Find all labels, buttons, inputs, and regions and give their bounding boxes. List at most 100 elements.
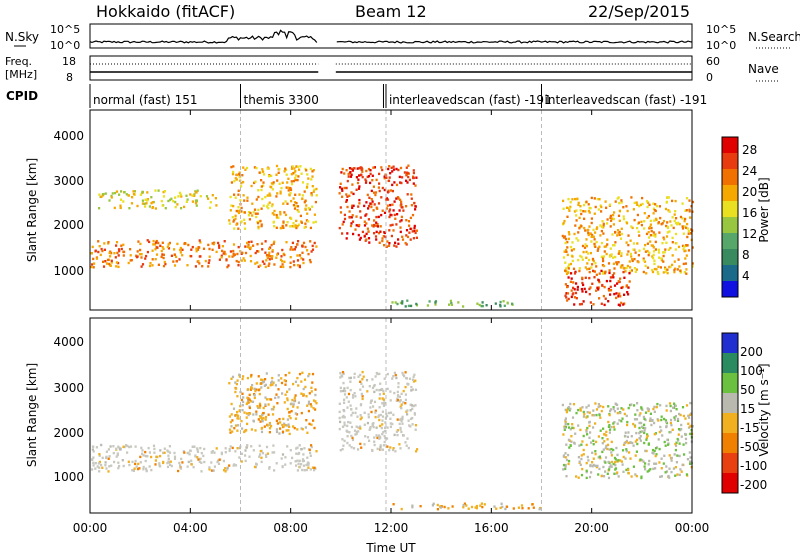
heatmap-cell	[590, 266, 593, 269]
heatmap-cell	[288, 371, 291, 375]
heatmap-cell	[404, 241, 407, 245]
heatmap-cell	[370, 189, 373, 193]
heatmap-cell	[405, 243, 408, 246]
heatmap-cell	[571, 259, 574, 263]
heatmap-cell	[562, 454, 565, 457]
heatmap-cell	[393, 200, 396, 203]
heatmap-cell	[612, 462, 615, 466]
heatmap-cell	[346, 179, 349, 183]
heatmap-cell	[643, 441, 646, 445]
heatmap-cell	[392, 165, 395, 168]
heatmap-cell	[613, 421, 616, 424]
heatmap-cell	[354, 411, 357, 415]
heatmap-cell	[287, 189, 290, 192]
heatmap-cell	[673, 213, 676, 216]
heatmap-cell	[103, 242, 106, 245]
heatmap-cell	[611, 233, 614, 236]
heatmap-cell	[259, 219, 262, 223]
heatmap-cell	[126, 444, 129, 448]
heatmap-cell	[643, 260, 647, 263]
heatmap-cell	[381, 423, 384, 426]
heatmap-cell	[375, 215, 378, 219]
heatmap-cell	[213, 451, 216, 454]
heatmap-cell	[373, 440, 376, 443]
heatmap-cell	[246, 401, 249, 405]
heatmap-cell	[172, 260, 175, 263]
heatmap-cell	[610, 451, 613, 454]
heatmap-cell	[380, 196, 383, 199]
heatmap-cell	[564, 261, 567, 264]
heatmap-cell	[277, 216, 280, 219]
heatmap-cell	[309, 454, 312, 457]
heatmap-cell	[566, 253, 569, 257]
heatmap-cell	[268, 467, 271, 470]
heatmap-cell	[255, 382, 258, 385]
heatmap-cell	[152, 243, 155, 246]
heatmap-cell	[342, 220, 345, 224]
heatmap-cell	[128, 207, 131, 210]
heatmap-cell	[588, 206, 591, 210]
heatmap-cell	[197, 458, 200, 461]
heatmap-cell	[166, 245, 169, 249]
heatmap-cell	[436, 503, 439, 507]
heatmap-cell	[602, 405, 605, 409]
heatmap-cell	[375, 434, 378, 437]
heatmap-cell	[367, 416, 370, 419]
heatmap-cell	[288, 193, 291, 196]
heatmap-cell	[689, 425, 692, 428]
heatmap-cell	[345, 429, 348, 432]
power-ytick-3000: 3000	[53, 174, 84, 188]
heatmap-cell	[261, 168, 264, 171]
heatmap-cell	[259, 450, 262, 453]
heatmap-cell	[297, 175, 300, 178]
heatmap-cell	[567, 237, 570, 241]
heatmap-cell	[241, 174, 244, 177]
heatmap-cell	[359, 414, 362, 417]
heatmap-cell	[178, 461, 181, 465]
heatmap-cell	[267, 413, 270, 416]
heatmap-cell	[620, 407, 623, 410]
heatmap-cell	[615, 296, 618, 300]
heatmap-cell	[283, 260, 286, 263]
heatmap-cell	[398, 175, 401, 179]
heatmap-cell	[626, 423, 629, 427]
heatmap-cell	[276, 192, 279, 195]
heatmap-cell	[218, 244, 221, 247]
heatmap-cell	[402, 389, 405, 393]
heatmap-cell	[164, 207, 167, 210]
heatmap-cell	[293, 248, 296, 251]
heatmap-cell	[598, 198, 601, 201]
heatmap-cell	[396, 390, 399, 394]
heatmap-cell	[294, 380, 297, 383]
heatmap-cell	[260, 207, 263, 210]
heatmap-cell	[289, 416, 292, 420]
heatmap-cell	[682, 414, 685, 418]
heatmap-cell	[624, 457, 627, 460]
heatmap-cell	[481, 505, 484, 509]
heatmap-cell	[578, 216, 581, 220]
heatmap-cell	[609, 203, 612, 206]
heatmap-cell	[664, 471, 667, 474]
heatmap-cell	[288, 425, 291, 428]
heatmap-cell	[583, 203, 586, 207]
velocity-colorbar-swatch	[722, 373, 738, 394]
heatmap-cell	[407, 446, 410, 450]
heatmap-cell	[97, 240, 100, 243]
heatmap-cell	[290, 217, 293, 220]
heatmap-cell	[568, 209, 571, 212]
heatmap-cell	[357, 233, 360, 237]
heatmap-cell	[383, 402, 386, 406]
heatmap-cell	[212, 469, 215, 472]
heatmap-cell	[659, 266, 662, 269]
heatmap-cell	[579, 428, 582, 432]
heatmap-cell	[627, 243, 630, 247]
heatmap-cell	[226, 265, 229, 269]
heatmap-cell	[475, 504, 478, 508]
heatmap-cell	[589, 463, 592, 467]
heatmap-cell	[302, 258, 305, 261]
heatmap-cell	[253, 208, 257, 211]
heatmap-cell	[101, 249, 104, 253]
heatmap-cell	[275, 195, 278, 198]
heatmap-cell	[625, 205, 628, 208]
heatmap-cell	[574, 197, 577, 201]
